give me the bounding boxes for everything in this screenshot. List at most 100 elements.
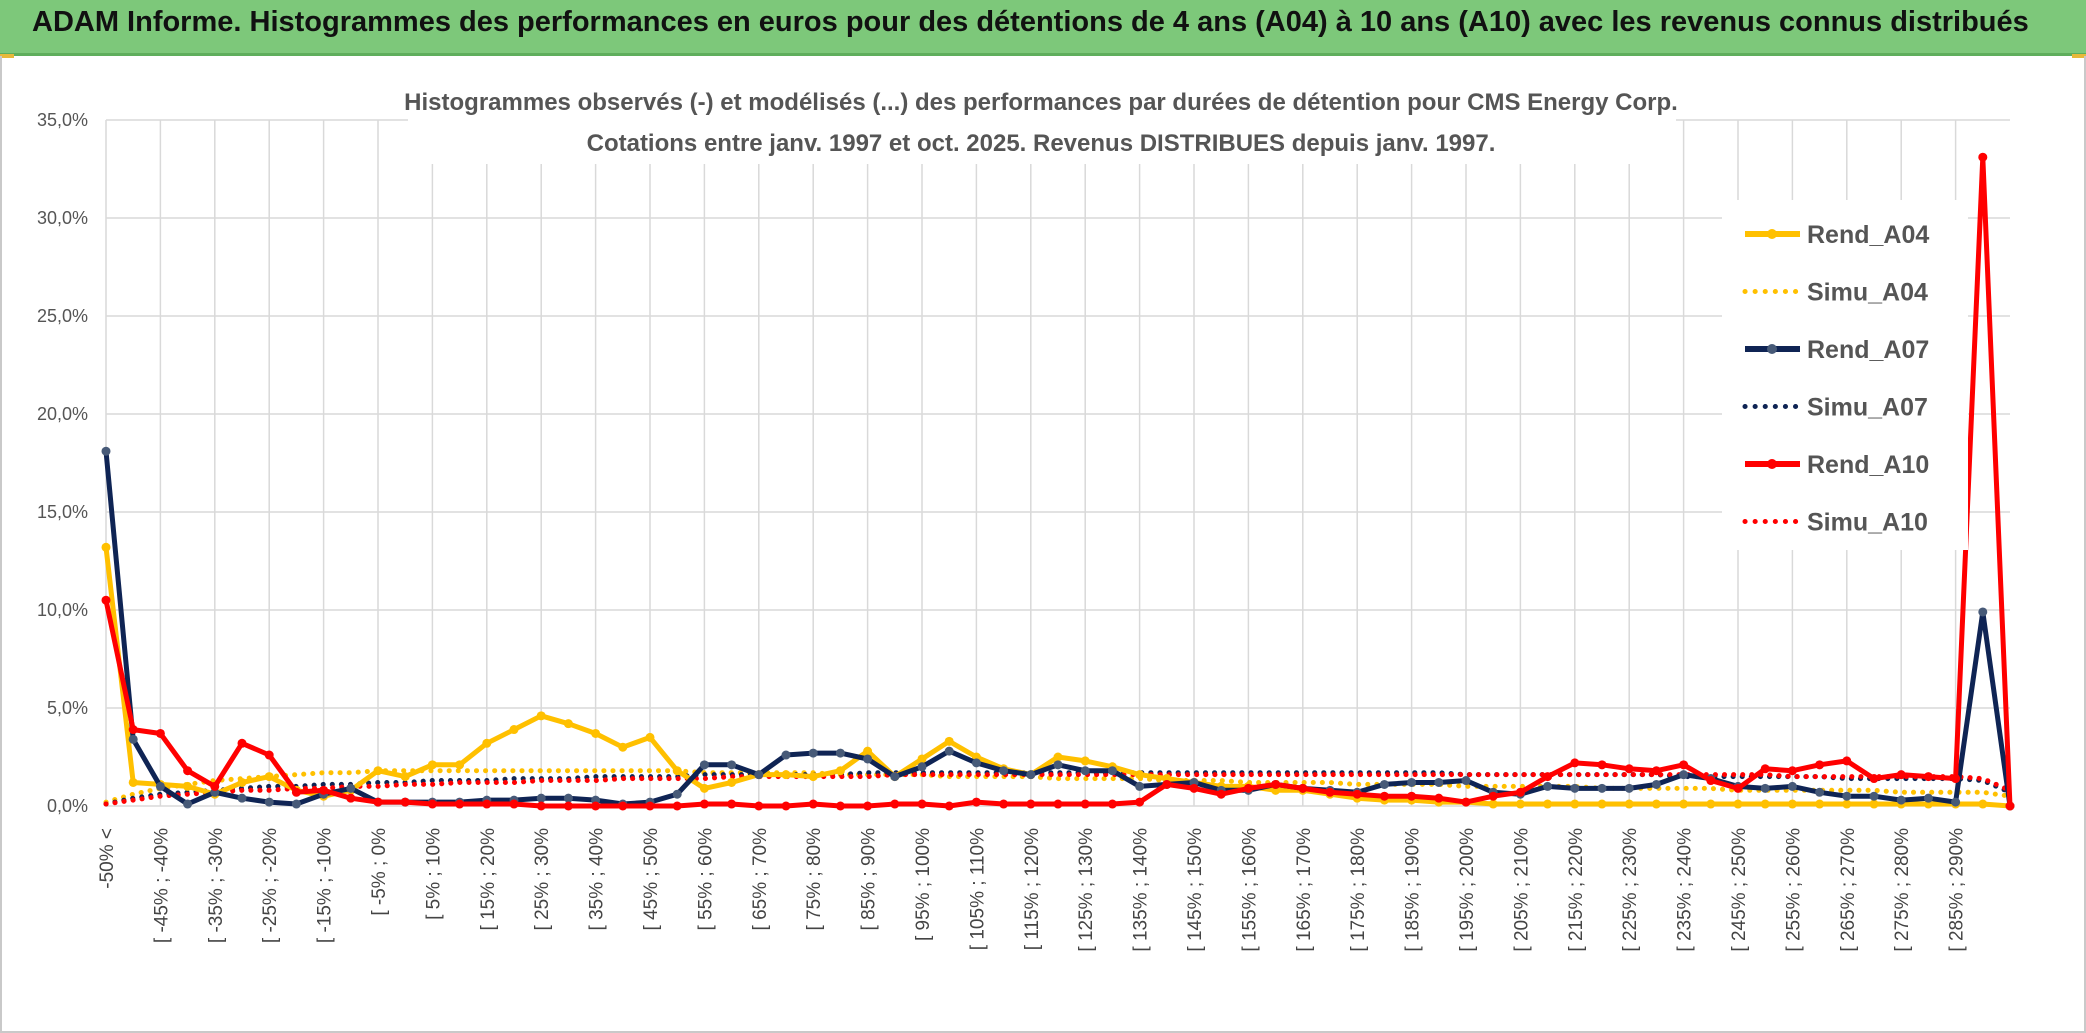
corner-mark-left [0,54,14,58]
series-point-rend_a04-12 [427,760,437,770]
series-point-rend_a04-35 [1053,752,1063,762]
x-tick-label-21: [ 155% ; 160% [1239,828,1260,952]
series-point-rend_a04-26 [808,772,818,782]
x-tick-label-12: [ 65% ; 70% [750,828,771,931]
x-tick-label-24: [ 185% ; 190% [1403,828,1424,952]
series-point-rend_a07-22 [699,760,709,770]
series-point-rend_a10-1 [128,725,138,735]
series-point-rend_a10-66 [1896,770,1906,780]
series-point-rend_a10-47 [1379,791,1389,801]
series-point-rend_a04-6 [264,772,274,782]
series-point-rend_a10-56 [1624,764,1634,774]
series-point-rend_a04-58 [1679,799,1689,809]
x-tick-label-23: [ 175% ; 180% [1348,828,1369,952]
series-point-rend_a07-47 [1379,779,1389,789]
series-point-rend_a07-56 [1624,783,1634,793]
x-tick-label-17: [ 115% ; 120% [1022,828,1043,950]
series-point-rend_a10-69 [1978,152,1988,162]
series-point-rend_a10-7 [291,787,301,797]
x-tick-label-28: [ 225% ; 230% [1620,828,1641,952]
series-point-rend_a07-30 [917,762,927,772]
legend-label-simu_a10: Simu_A10 [1807,509,1928,537]
legend-marker-rend_a04 [1767,229,1777,239]
series-point-rend_a10-51 [1488,791,1498,801]
series-point-rend_a10-29 [890,799,900,809]
series-point-rend_a07-28 [863,754,873,764]
series-point-rend_a04-16 [536,711,546,721]
series-point-rend_a10-24 [754,801,764,811]
x-tick-label-5: [ -5% ; 0% [369,828,390,916]
series-line-simu_a07 [103,770,2013,807]
corner-mark-right [2072,54,2086,58]
series-point-rend_a10-54 [1570,758,1580,768]
series-point-rend_a10-22 [699,799,709,809]
series-point-rend_a10-64 [1842,756,1852,766]
series-point-rend_a10-33 [999,799,1009,809]
x-tick-label-3: [ -25% ; -20% [260,828,281,943]
series-point-rend_a07-23 [727,760,737,770]
x-tick-label-20: [ 145% ; 150% [1185,828,1206,952]
series-line-simu_a10 [103,772,2013,807]
series-point-rend_a07-68 [1951,797,1961,807]
series-point-rend_a04-65 [1869,799,1879,809]
series-point-rend_a07-36 [1080,766,1090,776]
series-point-rend_a07-35 [1053,760,1063,770]
series-point-rend_a07-17 [563,793,573,803]
series-point-rend_a07-2 [155,781,165,791]
header-banner: ADAM Informe. Histogrammes des performan… [0,0,2086,56]
series-point-rend_a04-60 [1733,799,1743,809]
series-point-rend_a07-5 [237,793,247,803]
chart-subtitle: Cotations entre janv. 1997 et oct. 2025.… [587,130,1496,157]
series-point-rend_a07-50 [1461,776,1471,786]
series-point-rend_a04-22 [699,783,709,793]
series-point-rend_a07-53 [1543,781,1553,791]
series-point-rend_a10-35 [1053,799,1063,809]
series-point-rend_a04-25 [781,770,791,780]
series-point-rend_a10-5 [237,738,247,748]
x-tick-label-30: [ 245% ; 250% [1729,828,1750,952]
y-axis-ticks: 0,0% 5,0% 10,0% 15,0% 20,0% 25,0% 30,0% 35,0% [37,110,88,816]
series-point-rend_a07-32 [971,758,981,768]
series-point-rend_a07-1 [128,734,138,744]
y-tick-label-1: 5,0% [47,698,88,718]
series-point-rend_a10-6 [264,750,274,760]
x-tick-label-26: [ 205% ; 210% [1511,828,1532,952]
series-point-rend_a10-27 [835,801,845,811]
series-point-rend_a10-10 [373,797,383,807]
series-point-rend_a07-48 [1407,777,1417,787]
series-point-rend_a07-29 [890,772,900,782]
x-tick-label-1: [ -45% ; -40% [151,828,172,943]
series-point-rend_a04-11 [400,772,410,782]
series-point-rend_a10-44 [1298,783,1308,793]
series-point-rend_a10-48 [1407,791,1417,801]
series-point-rend_a07-67 [1923,793,1933,803]
series-point-rend_a04-30 [917,754,927,764]
series-point-rend_a10-40 [1189,783,1199,793]
series-point-rend_a04-63 [1815,799,1825,809]
y-tick-label-6: 30,0% [37,208,88,228]
x-tick-label-4: [ -15% ; -10% [315,828,336,943]
chart-title-backdrop [408,80,1676,164]
series-point-rend_a10-36 [1080,799,1090,809]
series-point-rend_a04-0 [101,542,111,552]
series-point-rend_a07-54 [1570,783,1580,793]
series-point-rend_a10-31 [944,801,954,811]
series-point-rend_a04-64 [1842,799,1852,809]
series-point-rend_a04-36 [1080,756,1090,766]
series-point-rend_a10-53 [1543,772,1553,782]
x-tick-label-19: [ 135% ; 140% [1131,828,1152,952]
series-point-rend_a04-52 [1515,799,1525,809]
series-point-rend_a10-58 [1679,760,1689,770]
legend-label-rend_a07: Rend_A07 [1807,336,1929,364]
series-point-rend_a04-18 [591,728,601,738]
x-tick-label-7: [ 15% ; 20% [478,828,499,931]
y-tick-label-5: 25,0% [37,306,88,326]
series-point-rend_a10-4 [210,781,220,791]
series-point-rend_a10-62 [1787,766,1797,776]
series-point-rend_a04-31 [944,736,954,746]
series-point-rend_a04-1 [128,777,138,787]
series-point-rend_a07-38 [1135,781,1145,791]
x-tick-label-14: [ 85% ; 90% [859,828,880,931]
series-point-rend_a10-59 [1706,776,1716,786]
